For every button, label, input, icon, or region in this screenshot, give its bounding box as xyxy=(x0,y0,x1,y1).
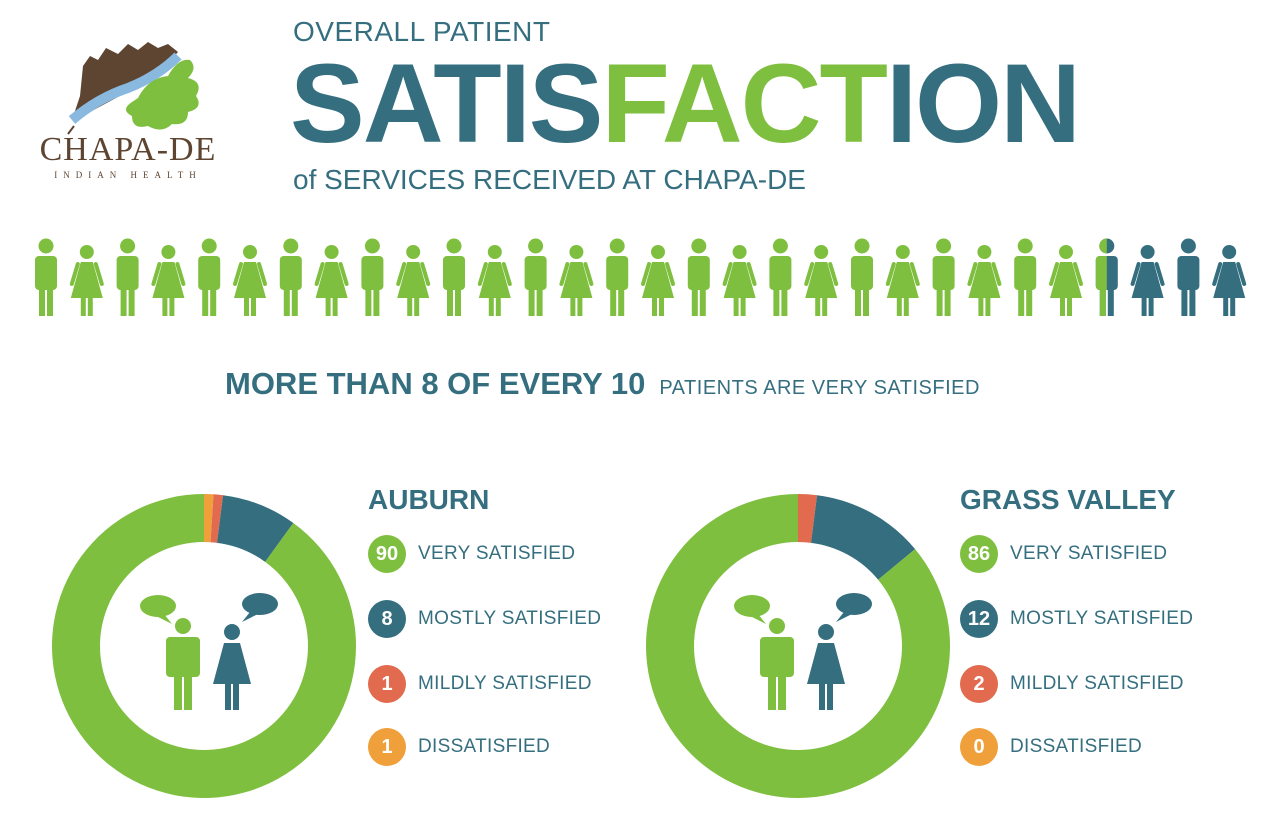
subtitle: of SERVICES RECEIVED AT CHAPA-DE xyxy=(293,164,806,195)
grass-valley-legend-mildly-satisfied: 2 MILDLY SATISFIED xyxy=(960,664,1184,704)
auburn-value-badge: 8 xyxy=(368,600,406,638)
legend-label: MOSTLY SATISFIED xyxy=(418,608,602,629)
auburn-title: AUBURN xyxy=(368,484,490,515)
male-figure-icon xyxy=(524,238,547,316)
female-figure-icon xyxy=(559,245,594,316)
female-figure-icon xyxy=(804,245,839,316)
speech-bubble-icon xyxy=(140,595,176,624)
speech-bubble-icon xyxy=(734,595,770,624)
auburn-legend-dissatisfied: 1 DISSATISFIED xyxy=(368,727,550,767)
donut-slice-dissatisfied xyxy=(204,494,214,543)
pre-title: OVERALL PATIENT xyxy=(293,16,551,47)
male-figure-icon xyxy=(443,238,465,316)
auburn-value-badge: 90 xyxy=(368,535,406,573)
legend-label: DISSATISFIED xyxy=(1010,736,1143,757)
tagline-strong: MORE THAN 8 OF EVERY 10 xyxy=(225,366,646,401)
female-figure-icon xyxy=(233,245,267,316)
grass-valley-title: GRASS VALLEY xyxy=(960,484,1176,515)
tagline: MORE THAN 8 OF EVERY 10 PATIENTS ARE VERY… xyxy=(225,366,980,402)
male-figure-icon xyxy=(35,238,57,316)
male-figure-icon xyxy=(279,238,302,316)
female-figure-icon xyxy=(314,245,349,316)
auburn-value-badge: 1 xyxy=(368,728,406,766)
male-figure-icon xyxy=(606,238,629,316)
female-figure-icon xyxy=(1049,245,1083,316)
grass-valley-donut-chart xyxy=(646,494,950,798)
legend-label: MILDLY SATISFIED xyxy=(1010,673,1184,694)
legend-label: DISSATISFIED xyxy=(418,736,551,757)
male-figure-icon xyxy=(760,618,794,710)
female-figure-icon xyxy=(213,624,251,710)
donut-slice-mostly-satisfied xyxy=(217,495,294,562)
page-title: SATISFACTION xyxy=(290,48,1081,160)
people-row xyxy=(35,238,1247,316)
legend-label: MOSTLY SATISFIED xyxy=(1010,608,1194,629)
female-figure-icon xyxy=(885,245,920,316)
female-figure-icon xyxy=(477,245,512,316)
male-figure-icon xyxy=(851,238,873,316)
female-figure-icon xyxy=(807,624,845,710)
female-figure-icon xyxy=(641,245,675,316)
female-figure-icon xyxy=(967,245,1002,316)
male-figure-icon xyxy=(932,238,955,316)
donut-slice-very-satisfied xyxy=(52,494,356,798)
tagline-light: PATIENTS ARE VERY SATISFIED xyxy=(659,377,980,399)
male-figure-icon xyxy=(1014,238,1037,316)
speech-bubble-icon xyxy=(242,593,278,622)
donut-slice-mildly-satisfied xyxy=(798,494,818,543)
donut-slice-mostly-satisfied xyxy=(811,495,916,580)
title-part-1: SATIS xyxy=(290,41,604,166)
auburn-donut-chart xyxy=(52,494,356,798)
male-figure-icon xyxy=(769,238,792,316)
grass-valley-legend-mostly-satisfied: 12 MOSTLY SATISFIED xyxy=(960,599,1193,639)
male-figure-icon xyxy=(1095,238,1118,316)
chapa-de-logo: CHAPA-DE INDIAN HEALTH xyxy=(28,38,228,188)
donut-slice-mildly-satisfied xyxy=(210,494,224,543)
oak-leaf-mountain-icon xyxy=(67,42,199,135)
female-figure-icon xyxy=(151,245,186,316)
legend-label: VERY SATISFIED xyxy=(1010,543,1168,564)
logo-wordmark: CHAPA-DE xyxy=(39,131,217,168)
female-figure-icon xyxy=(396,245,431,316)
speech-bubble-icon xyxy=(836,593,872,622)
grass-valley-legend-very-satisfied: 86 VERY SATISFIED xyxy=(960,534,1167,574)
female-figure-icon xyxy=(722,245,757,316)
grass-valley-value-badge: 0 xyxy=(960,728,998,766)
grass-valley-value-badge: 86 xyxy=(960,535,998,573)
male-figure-icon xyxy=(116,238,139,316)
grass-valley-legend-dissatisfied: 0 DISSATISFIED xyxy=(960,727,1142,767)
female-figure-icon xyxy=(1130,245,1165,316)
grass-valley-value-badge: 12 xyxy=(960,600,998,638)
auburn-value-badge: 1 xyxy=(368,665,406,703)
title-part-3: ION xyxy=(885,41,1081,166)
logo-subtitle: INDIAN HEALTH xyxy=(54,170,202,180)
auburn-legend-mostly-satisfied: 8 MOSTLY SATISFIED xyxy=(368,599,601,639)
female-figure-icon xyxy=(1212,245,1247,316)
auburn-legend-very-satisfied: 90 VERY SATISFIED xyxy=(368,534,575,574)
male-figure-icon xyxy=(166,618,200,710)
grass-valley-value-badge: 2 xyxy=(960,665,998,703)
auburn-legend-mildly-satisfied: 1 MILDLY SATISFIED xyxy=(368,664,592,704)
female-figure-icon xyxy=(69,245,104,316)
male-figure-icon xyxy=(1177,238,1200,316)
male-figure-icon xyxy=(361,238,384,316)
legend-label: VERY SATISFIED xyxy=(418,543,576,564)
title-part-2: FACT xyxy=(601,41,888,166)
male-figure-icon xyxy=(687,238,710,316)
donut-slice-very-satisfied xyxy=(646,494,950,798)
legend-label: MILDLY SATISFIED xyxy=(418,673,592,694)
male-figure-icon xyxy=(198,238,221,316)
